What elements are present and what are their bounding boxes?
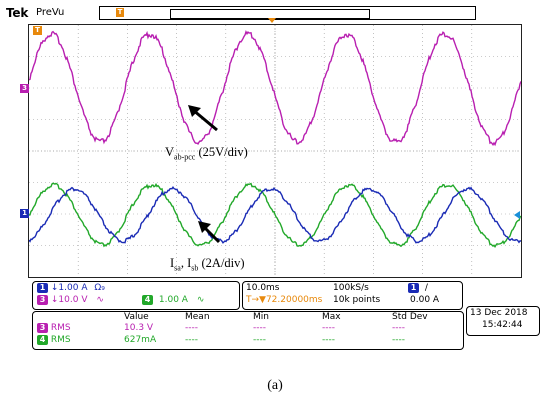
trigger-time-marker[interactable]: T [33,26,42,35]
ch3-badge: 3 [37,295,48,305]
sample-rate: 100kS/s [333,283,369,293]
ch3-settings[interactable]: 3 ↓10.0 V ∿ [37,295,104,305]
current-a-waveform [29,185,521,244]
meas-ch3-min: ---- [253,323,266,333]
ch4-badge: 4 [142,295,153,305]
meas-ch4-std: ---- [392,335,405,345]
ch4-scale: 1.00 A [158,295,188,305]
waveform-display[interactable] [28,24,522,278]
waveform-graticule [29,25,521,277]
meas-ch3-std: ---- [392,323,405,333]
voltage-annotation: Vab-pcc (25V/div) [165,145,248,162]
figure-caption: (a) [267,378,283,393]
trigger-slope-icon: ∕ [424,283,428,293]
meas-ch4-badge: 4 [37,335,48,345]
current-subscript-1: sa [174,263,181,273]
ch1-badge: 1 [37,283,48,293]
ch3-scale: ↓10.0 V [50,295,88,305]
current-symbol-1: I [170,256,175,270]
meas-ch3-label: RMS [50,323,71,333]
meas-ch4-min: ---- [253,335,266,345]
channel-settings-panel[interactable] [32,281,240,310]
current-scale: (2A/div) [198,256,245,270]
trigger-point-icon [268,18,276,23]
ch4-ac-icon: ∿ [196,295,205,305]
table-row[interactable]: 4 RMS [37,335,71,345]
table-row[interactable]: 3 RMS [37,323,71,333]
voltage-arrow-icon [188,105,218,132]
meas-header-max: Max [322,312,341,322]
current-separator: , I [180,256,192,270]
meas-ch3-value: 10.3 V [124,323,154,333]
meas-header-value: Value [124,312,149,322]
voltage-subscript: ab-pcc [174,152,196,162]
trigger-position-icon: T [116,8,124,17]
trigger-channel-badge: 1 [408,283,419,293]
ch1-scale: ↓1.00 A [50,283,88,293]
datetime-panel [466,306,540,336]
meas-ch3-badge: 3 [37,323,48,333]
meas-ch3-max: ---- [322,323,335,333]
ch1-settings[interactable]: 1 ↓1.00 A Ω₉ [37,283,105,293]
date-text: 13 Dec 2018 [470,308,528,318]
current-annotation: Isa, Isb (2A/div) [170,256,245,273]
acquisition-mode: PreVu [36,7,65,18]
current-b-waveform [29,182,521,248]
meas-header-min: Min [253,312,269,322]
ch1-ground-marker[interactable]: 1 [20,209,29,218]
meas-ch4-mean: ---- [185,335,198,345]
ch1-coupling-icon: Ω₉ [94,283,105,293]
measurement-panel[interactable] [32,311,464,350]
trigger-level: 0.00 A [410,295,440,305]
ch4-settings[interactable]: 4 1.00 A ∿ [142,295,204,305]
voltage-scale: (25V/div) [195,145,248,159]
ch3-ac-icon: ∿ [96,295,104,305]
record-length: 10k points [333,295,381,305]
ch3-ground-marker[interactable]: 3 [20,84,29,93]
meas-ch4-label: RMS [50,335,71,345]
brand-logo: Tek [6,6,29,20]
trigger-delay: T→▼72.20000ms [246,295,323,305]
meas-header-stddev: Std Dev [392,312,428,322]
meas-ch3-mean: ---- [185,323,198,333]
time-text: 15:42:44 [482,320,523,330]
meas-header-mean: Mean [185,312,210,322]
voltage-symbol: V [165,145,175,159]
trigger-source[interactable]: 1 ∕ [408,283,428,293]
voltage-waveform [29,29,521,147]
timebase: 10.0ms [246,283,280,293]
trigger-level-marker[interactable] [514,211,520,219]
meas-ch4-max: ---- [322,335,335,345]
meas-ch4-value: 627mA [124,335,157,345]
current-arrow-icon [198,221,221,244]
current-subscript-2: sb [191,263,199,273]
timebase-trigger-panel[interactable] [242,281,463,310]
